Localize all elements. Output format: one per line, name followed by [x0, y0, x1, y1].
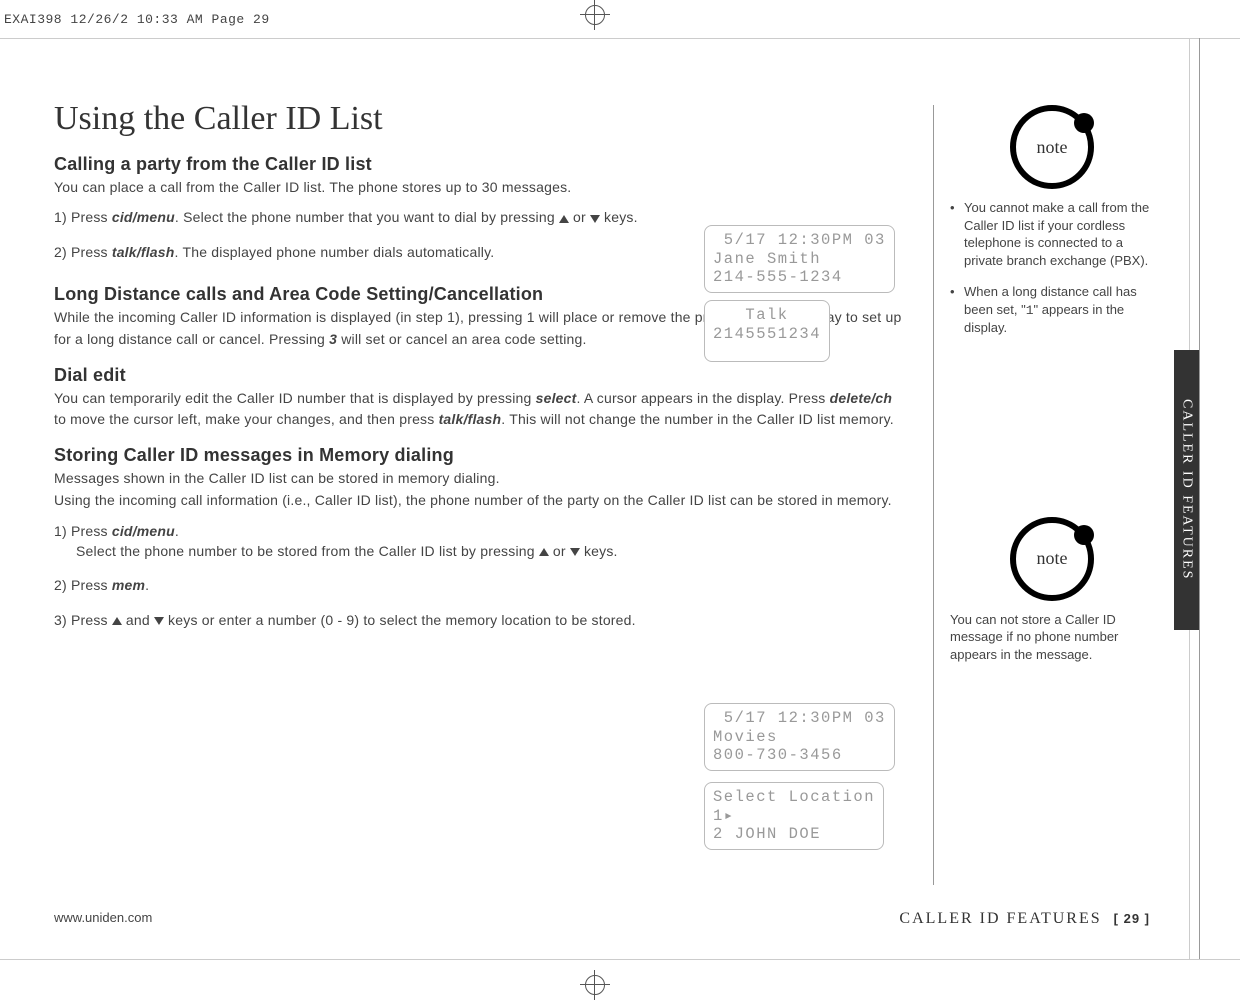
para-dialedit: You can temporarily edit the Caller ID n…	[54, 388, 904, 429]
crop-mark-bottom	[580, 970, 610, 1000]
txt: While the incoming Caller ID information…	[54, 309, 739, 325]
txt: .	[145, 577, 149, 593]
key-cidmenu: cid/menu	[112, 209, 175, 225]
down-arrow-icon	[570, 548, 580, 556]
key-select: select	[536, 390, 577, 406]
para-storing1: Messages shown in the Caller ID list can…	[54, 468, 904, 488]
key-talkflash: talk/flash	[112, 244, 175, 260]
lcd-display-4: Select Location 1▸ 2 JOHN DOE	[704, 782, 884, 850]
up-arrow-icon	[559, 215, 569, 223]
step1-call: 1) Press cid/menu. Select the phone numb…	[54, 207, 676, 227]
down-arrow-icon	[590, 215, 600, 223]
note-icon: note	[1010, 517, 1090, 597]
trim-line-right	[1199, 38, 1200, 960]
lcd-display-3: 5/17 12:30PM 03 Movies 800-730-3456	[704, 703, 895, 771]
key-deletech: delete/ch	[830, 390, 893, 406]
key-talkflash: talk/flash	[439, 411, 502, 427]
code-1: 1	[1026, 303, 1034, 318]
heading-dialedit: Dial edit	[54, 365, 904, 386]
txt: Select the phone number to be stored fro…	[76, 543, 539, 559]
txt: . A cursor appears in the display. Press	[577, 390, 830, 406]
txt: 1) Press	[54, 209, 112, 225]
txt: . The displayed phone number dials autom…	[175, 244, 495, 260]
txt: 1) Press	[54, 523, 112, 539]
heading-storing: Storing Caller ID messages in Memory dia…	[54, 445, 904, 466]
sidebar-divider	[933, 105, 934, 885]
txt: or	[569, 209, 590, 225]
step2-store: 2) Press mem.	[54, 575, 676, 595]
trim-line-top	[0, 38, 1240, 39]
key-mem: mem	[112, 577, 145, 593]
note-label: note	[1010, 105, 1094, 189]
key-3: 3	[329, 331, 337, 347]
para-calling: You can place a call from the Caller ID …	[54, 177, 904, 197]
txt: and	[122, 612, 154, 628]
txt: . Select the phone number that you want …	[175, 209, 559, 225]
step3-store: 3) Press and keys or enter a number (0 -…	[54, 610, 676, 630]
txt: . This will not change the number in the…	[501, 411, 894, 427]
txt: to move the cursor left, make your chang…	[54, 411, 439, 427]
page-title: Using the Caller ID List	[54, 100, 904, 138]
side-note-store: You can not store a Caller ID message if…	[950, 611, 1150, 664]
heading-calling: Calling a party from the Caller ID list	[54, 154, 904, 175]
sidebar: note You cannot make a call from the Cal…	[950, 105, 1150, 677]
footer-section: CALLER ID FEATURES [ 29 ]	[899, 910, 1150, 928]
txt: will set or cancel an area code setting.	[337, 331, 586, 347]
txt: keys or enter a number (0 - 9) to select…	[164, 612, 636, 628]
up-arrow-icon	[112, 617, 122, 625]
txt: .	[175, 523, 179, 539]
page-number: [ 29 ]	[1114, 911, 1150, 926]
para-storing2: Using the incoming call information (i.e…	[54, 490, 904, 510]
down-arrow-icon	[154, 617, 164, 625]
lcd-display-2: Talk 2145551234	[704, 300, 830, 362]
txt: keys.	[580, 543, 618, 559]
up-arrow-icon	[539, 548, 549, 556]
note-icon: note	[1010, 105, 1090, 185]
trim-line-bottom	[0, 959, 1240, 960]
footer-url: www.uniden.com	[54, 910, 152, 925]
txt: 3) Press	[54, 612, 112, 628]
txt: 2) Press	[54, 244, 112, 260]
txt: keys.	[600, 209, 638, 225]
lcd-display-1: 5/17 12:30PM 03 Jane Smith 214-555-1234	[704, 225, 895, 293]
step1-store: 1) Press cid/menu. Select the phone numb…	[54, 521, 676, 562]
step2-call: 2) Press talk/flash. The displayed phone…	[54, 242, 676, 262]
side-note-pbx: You cannot make a call from the Caller I…	[950, 199, 1150, 269]
txt: or	[549, 543, 570, 559]
footer-section-text: CALLER ID FEATURES	[899, 910, 1101, 927]
key-cidmenu: cid/menu	[112, 523, 175, 539]
side-note-ld: When a long distance call has been set, …	[950, 283, 1150, 337]
section-tab: CALLER ID FEATURES	[1174, 350, 1199, 630]
main-content: Using the Caller ID List Calling a party…	[54, 100, 904, 644]
print-header: EXAI398 12/26/2 10:33 AM Page 29	[4, 12, 270, 27]
crop-mark-top	[580, 0, 610, 30]
txt: 2) Press	[54, 577, 112, 593]
txt: You can temporarily edit the Caller ID n…	[54, 390, 536, 406]
note-label: note	[1010, 517, 1094, 601]
